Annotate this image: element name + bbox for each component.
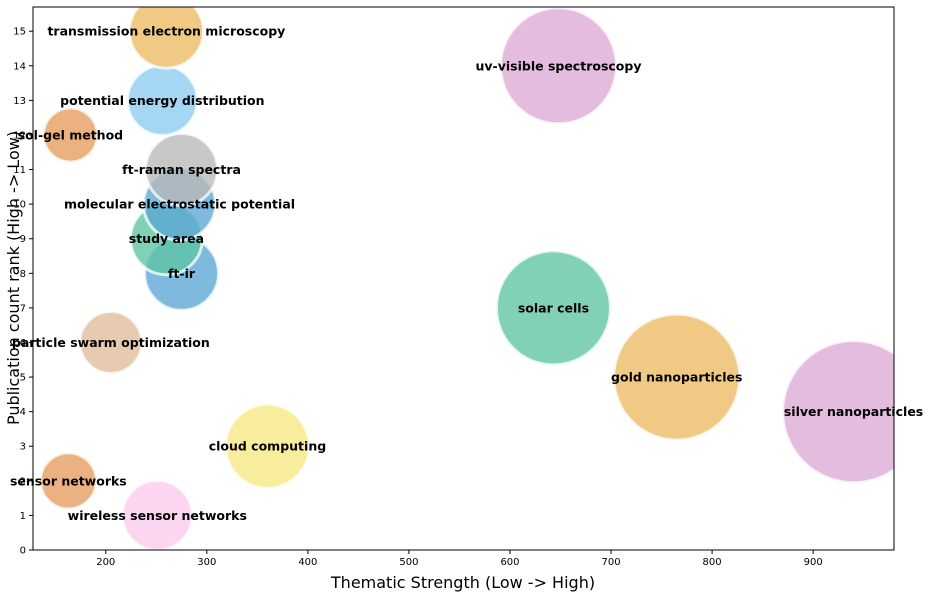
- bubble-layer: [38, 7, 894, 550]
- y-tick-label: 15: [13, 27, 26, 38]
- y-tick-label: 4: [20, 407, 26, 418]
- bubble-uv-visible-spectroscopy: [499, 7, 618, 126]
- x-tick-label: 800: [703, 557, 722, 568]
- bubble-cloud-computing: [223, 402, 311, 490]
- x-axis-ticks: 200 300 400 500 600 700 800 900: [96, 550, 823, 568]
- y-tick-label: 13: [13, 96, 26, 107]
- bubble-label-cloud-computing: cloud computing: [209, 439, 326, 454]
- y-axis-title: Publication count rank (High -> Low): [4, 131, 23, 425]
- x-tick-label: 300: [197, 557, 216, 568]
- bubble-sol-gel-method: [41, 106, 99, 164]
- plot-frame: [32, 6, 895, 551]
- bubble-label-particle-swarm-optimization: particle swarm optimization: [12, 335, 210, 350]
- y-tick-label: 3: [20, 442, 26, 453]
- bubble-label-transmission-electron-microscopy: transmission electron microscopy: [47, 24, 285, 39]
- x-axis-title: Thematic Strength (Low -> High): [330, 573, 595, 592]
- x-tick-label: 400: [298, 557, 317, 568]
- bubble-sensor-networks: [38, 451, 98, 511]
- bubble-label-wireless-sensor-networks: wireless sensor networks: [68, 508, 247, 523]
- x-tick-label: 500: [399, 557, 418, 568]
- y-tick-label: 8: [20, 269, 26, 280]
- y-tick-label: 10: [13, 200, 26, 211]
- bubble-particle-swarm-optimization: [78, 309, 144, 375]
- bubble-label-molecular-electrostatic-potential: molecular electrostatic potential: [64, 197, 295, 212]
- bubble-ft-raman-spectra: [144, 132, 220, 208]
- y-tick-label: 11: [13, 165, 26, 176]
- y-tick-label: 12: [13, 130, 26, 141]
- y-tick-label: 14: [13, 61, 26, 72]
- bubble-label-gold-nanoparticles: gold nanoparticles: [611, 370, 742, 385]
- y-tick-label: 2: [20, 476, 26, 487]
- bubble-label-ft-raman-spectra: ft-raman spectra: [122, 162, 241, 177]
- y-tick-label: 5: [20, 373, 26, 384]
- y-tick-label: 9: [20, 234, 26, 245]
- bubble-label-potential-energy-distribution: potential energy distribution: [60, 93, 264, 108]
- bubble-label-ft-ir: ft-ir: [168, 266, 196, 281]
- bubble-wireless-sensor-networks: [120, 478, 194, 550]
- x-tick-label: 900: [804, 557, 823, 568]
- bubble-label-silver-nanoparticles: silver nanoparticles: [784, 404, 923, 419]
- y-tick-label: 1: [20, 511, 26, 522]
- x-tick-label: 600: [500, 557, 519, 568]
- bubble-label-uv-visible-spectroscopy: uv-visible spectroscopy: [475, 58, 641, 73]
- bubble-label-solar-cells: solar cells: [518, 300, 589, 315]
- bubble-label-study-area: study area: [129, 231, 204, 246]
- y-tick-label: 0: [20, 546, 26, 557]
- bubble-label-layer: wireless sensor networks sensor networks c…: [10, 24, 923, 523]
- bubble-transmission-electron-microscopy: [127, 7, 205, 70]
- y-tick-label: 7: [20, 303, 26, 314]
- bubble-gold-nanoparticles: [612, 312, 742, 442]
- bubble-label-sensor-networks: sensor networks: [10, 473, 127, 488]
- x-tick-label: 200: [96, 557, 115, 568]
- bubble-silver-nanoparticles: [781, 339, 894, 485]
- x-tick-label: 700: [601, 557, 620, 568]
- y-tick-label: 6: [20, 338, 26, 349]
- bubble-solar-cells: [494, 249, 612, 367]
- bubble-label-sol-gel-method: sol-gel method: [18, 127, 123, 142]
